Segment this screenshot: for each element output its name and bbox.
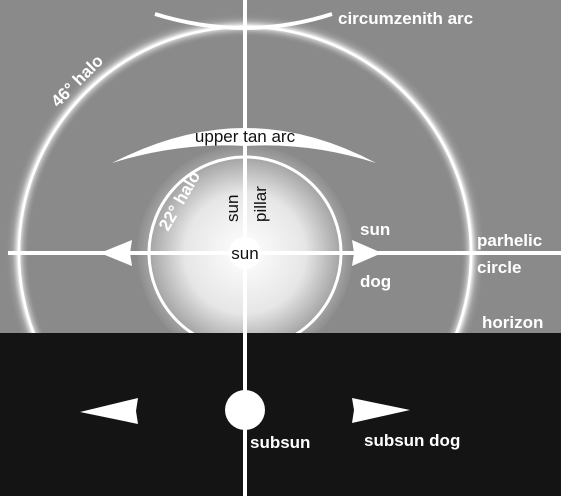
upper-tan-arc-label: upper tan arc xyxy=(195,127,296,146)
sun-dog-label: dog xyxy=(360,272,391,291)
subsun-dog-label: subsun dog xyxy=(364,431,460,450)
parhelic-circle-label: circle xyxy=(477,258,521,277)
subsun-disc xyxy=(225,390,265,430)
horizon-label: horizon xyxy=(482,313,543,332)
circumzenith-arc-label: circumzenith arc xyxy=(338,9,473,28)
halo-diagram: circumzenith arc 46° halo upper tan arc … xyxy=(0,0,561,496)
sun-pillar-label: sun xyxy=(223,195,242,222)
sun-dog-label: sun xyxy=(360,220,390,239)
subsun-label: subsun xyxy=(250,433,310,452)
parhelic-circle-label: parhelic xyxy=(477,231,542,250)
sun-label: sun xyxy=(231,244,258,263)
ground xyxy=(0,333,561,496)
sun-pillar-label: pillar xyxy=(251,186,270,222)
